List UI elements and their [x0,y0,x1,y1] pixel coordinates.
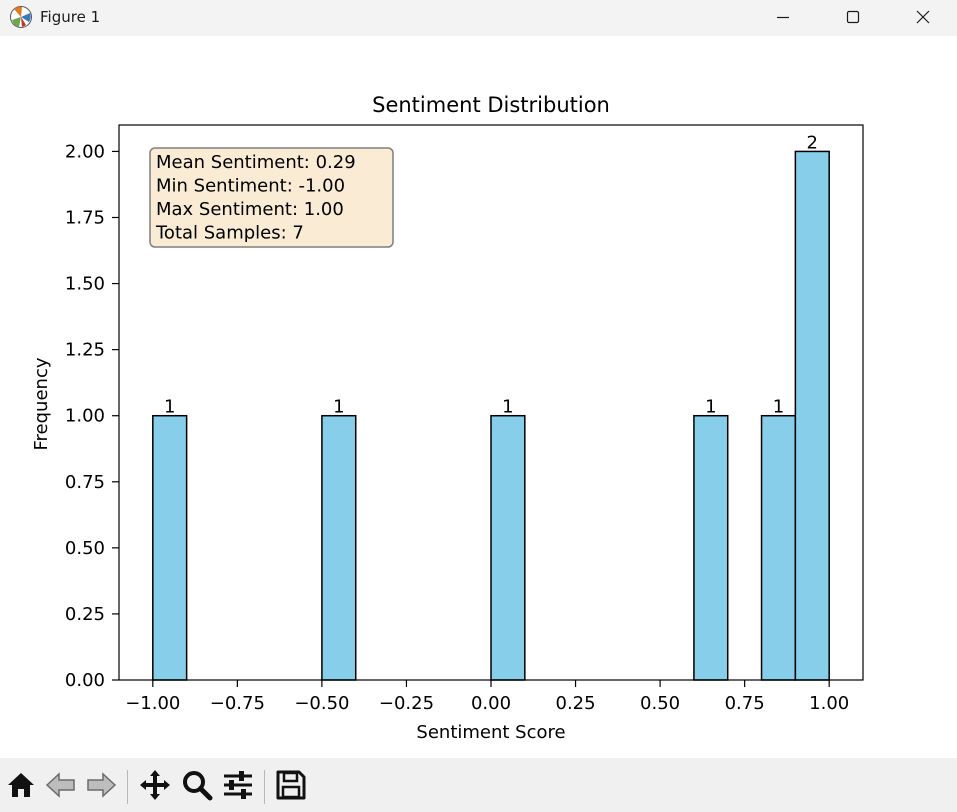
maximize-button[interactable] [830,0,876,34]
x-tick-label: −0.50 [294,693,349,714]
window-titlebar: Figure 1 [0,0,957,36]
histogram-bar [152,414,188,681]
y-tick-label: 2.00 [65,141,105,162]
x-tick-label: 1.00 [809,693,849,714]
histogram-bar [760,414,797,681]
configure-subplots-button[interactable] [221,768,255,802]
y-axis-label: Frequency [31,357,52,450]
histogram-bar [794,150,830,681]
save-button[interactable] [274,768,308,802]
close-icon [916,10,930,24]
histogram-bar [693,414,729,681]
window-title: Figure 1 [40,8,101,26]
zoom-button[interactable] [180,768,214,802]
bar-count-label: 1 [164,397,175,418]
move-icon [140,770,170,800]
histogram-chart: 1 1 1 1 1 2 −1.00 −0.75 −0.50 −0.25 0.00 0.25 0.50 0… [31,93,864,743]
stats-annotation-box: Mean Sentiment: 0.29 Min Sentiment: -1.0… [149,147,394,248]
bar-count-label: 1 [502,397,513,418]
annotation-line-max: Max Sentiment: 1.00 [156,199,344,220]
histogram-bar [321,414,357,681]
forward-button[interactable] [84,768,118,802]
minimize-icon [777,16,789,19]
bar-count-label: 1 [773,397,784,418]
forward-arrow-icon [87,772,117,798]
back-button[interactable] [44,768,78,802]
toolbar-separator [264,770,265,804]
y-tick-label: 1.00 [65,406,105,427]
x-tick-label: −0.25 [379,693,434,714]
histogram-bar [490,414,526,681]
bar-count-label: 2 [807,132,818,153]
matplotlib-logo-icon [9,5,33,29]
x-axis-label: Sentiment Score [416,722,565,743]
annotation-line-min: Min Sentiment: -1.00 [156,176,345,197]
home-button[interactable] [4,768,38,802]
y-tick-label: 1.75 [65,208,105,229]
home-icon [8,773,34,797]
close-button[interactable] [900,0,946,34]
sliders-icon [224,771,252,799]
back-arrow-icon [45,772,75,798]
annotation-line-mean: Mean Sentiment: 0.29 [156,152,356,173]
x-tick-label: −1.00 [125,693,180,714]
y-tick-label: 1.25 [65,340,105,361]
figure-canvas[interactable]: 1 1 1 1 1 2 −1.00 −0.75 −0.50 −0.25 0.00 0.25 0.50 0… [0,36,957,758]
x-tick-label: 0.25 [556,693,596,714]
y-tick-label: 0.00 [65,670,105,691]
y-tick-label: 1.50 [65,274,105,295]
x-tick-label: 0.00 [471,693,511,714]
pan-button[interactable] [138,768,172,802]
y-tick-label: 0.75 [65,472,105,493]
floppy-disk-icon [276,770,306,800]
x-tick-label: −0.75 [210,693,265,714]
chart-title: Sentiment Distribution [372,93,610,117]
bar-count-label: 1 [333,397,344,418]
y-tick-label: 0.50 [65,538,105,559]
x-tick-label: 0.75 [725,693,765,714]
y-tick-label: 0.25 [65,604,105,625]
magnifier-icon [183,771,213,801]
navigation-toolbar [0,758,957,812]
bar-count-label: 1 [705,397,716,418]
maximize-icon [846,10,860,24]
toolbar-separator [127,770,128,804]
x-tick-label: 0.50 [640,693,680,714]
stats-annotation-background [149,147,394,248]
minimize-button[interactable] [760,0,806,34]
annotation-line-total: Total Samples: 7 [155,223,304,244]
